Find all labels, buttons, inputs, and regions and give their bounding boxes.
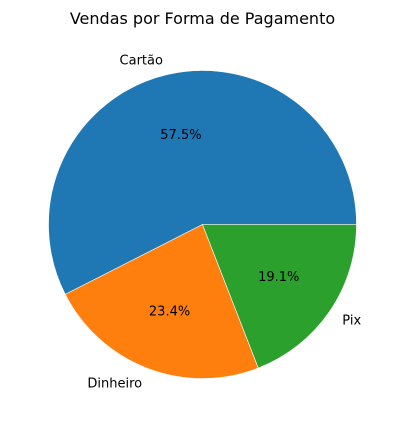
pie-category-label: Cartão [120, 53, 163, 68]
pie-slice-cartão [48, 70, 357, 295]
pie-percent-label: 23.4% [149, 304, 190, 319]
pie-slices [48, 70, 357, 379]
pie-category-label: Pix [342, 314, 361, 329]
pie-slice-pix [202, 224, 357, 369]
pie-category-label: Dinheiro [87, 376, 142, 391]
chart-title: Vendas por Forma de Pagamento [70, 9, 335, 28]
pie-percent-label: 19.1% [258, 270, 299, 285]
pie-slice-dinheiro [64, 224, 259, 379]
pie-labels: 57.5% Cartão 23.4% Dinheiro 19.1% Pix [87, 53, 361, 391]
pie-percent-label: 57.5% [160, 128, 201, 143]
